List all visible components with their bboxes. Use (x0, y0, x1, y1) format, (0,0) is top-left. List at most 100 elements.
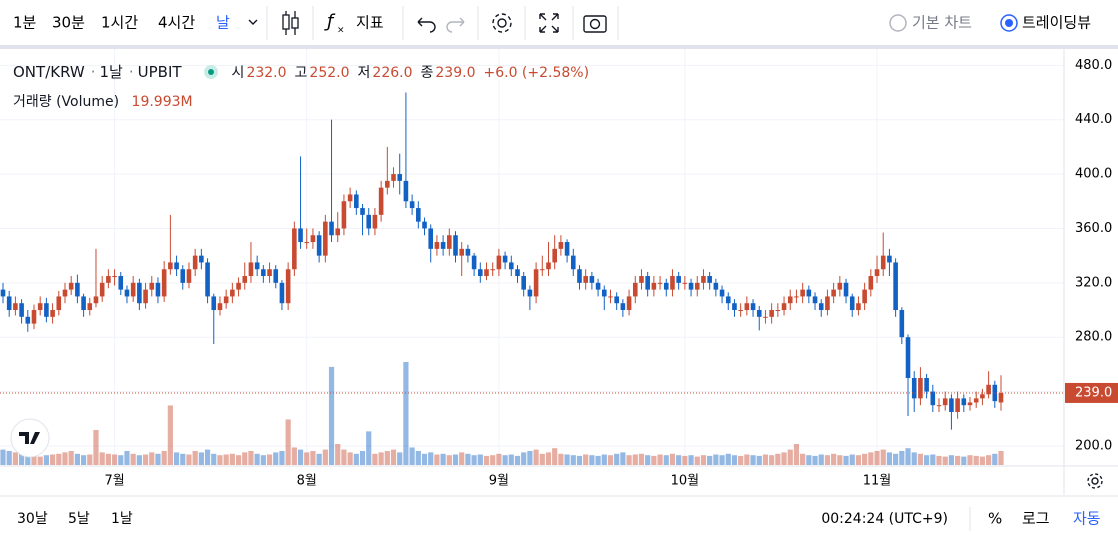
volume-bar (707, 455, 713, 465)
fullscreen-icon[interactable] (539, 13, 559, 33)
candle-body (570, 255, 576, 270)
volume-bar (533, 449, 539, 465)
interval-button[interactable]: 날 (216, 14, 230, 32)
candle-body (651, 282, 657, 290)
candle-body (279, 282, 285, 304)
volume-bar (285, 419, 291, 465)
volume-bar (936, 455, 942, 465)
volume-bar (880, 449, 886, 465)
candle-body (19, 303, 24, 317)
volume-bar (99, 452, 105, 465)
scale-option[interactable]: % (988, 510, 1002, 528)
volume-bar (490, 455, 496, 465)
settings-icon[interactable] (492, 13, 512, 33)
candle-body (515, 269, 520, 277)
candle-body (880, 255, 886, 270)
volume-name: 거래량 (Volume) (13, 94, 120, 110)
candle-body (130, 282, 136, 297)
interval: 1날 (99, 63, 123, 81)
candle-body (211, 296, 217, 311)
candle-body (50, 310, 55, 317)
radio-button[interactable] (1000, 14, 1018, 32)
volume-bar (211, 453, 217, 465)
interval-button[interactable]: 1분 (13, 14, 37, 32)
volume-bar (998, 450, 1004, 465)
volume-bar (663, 455, 669, 465)
volume-bar (161, 450, 167, 465)
candle-body (856, 303, 861, 311)
candle-body (843, 282, 849, 297)
interval-button[interactable]: 4시간 (158, 14, 195, 32)
candle-body (725, 296, 731, 304)
range-button[interactable]: 30날 (17, 511, 48, 527)
settings-icon[interactable] (497, 18, 507, 28)
volume-bar (961, 456, 967, 465)
candle-body (143, 289, 148, 304)
candle-body (174, 262, 179, 270)
range-button[interactable]: 5날 (68, 511, 90, 527)
candle-body (707, 276, 712, 283)
candle-body (887, 255, 892, 263)
candle-body (608, 296, 613, 298)
volume-bar (347, 452, 353, 465)
candle-body (639, 276, 644, 283)
y-tick-label: 320.0 (1075, 275, 1112, 290)
indicator-icon[interactable]: ƒ (324, 11, 336, 32)
tv-logo[interactable] (10, 418, 50, 458)
volume-bar (155, 453, 161, 465)
redo-icon[interactable] (446, 17, 465, 33)
x-tick-label: 9월 (489, 474, 509, 489)
candle-body (447, 235, 452, 249)
indicators-button[interactable]: 지표 (356, 14, 384, 32)
candle-style-icon[interactable] (282, 11, 299, 35)
candle-body (806, 289, 812, 297)
volume-bar (806, 455, 812, 465)
tv-logo (19, 432, 40, 444)
volume-bar (43, 455, 49, 465)
market-status[interactable] (203, 64, 218, 79)
volume-bar (124, 450, 130, 465)
axis-settings-icon[interactable] (1087, 473, 1103, 489)
undo-icon[interactable] (417, 17, 436, 33)
interval-button[interactable]: 1시간 (101, 14, 138, 32)
chart-style-option[interactable]: 기본 차트 (912, 14, 972, 32)
volume-bar (967, 455, 973, 465)
chart-style-option[interactable]: 트레이딩뷰 (1022, 14, 1091, 32)
volume-bar (366, 431, 372, 465)
candle-body (601, 289, 607, 297)
scale-option[interactable]: 자동 (1073, 510, 1101, 528)
candle-body (632, 282, 638, 297)
candle-body (391, 174, 396, 181)
candle-body (385, 180, 390, 188)
last-price-label: 239.0 (1075, 385, 1112, 400)
volume-bar (651, 455, 657, 465)
screenshot-icon[interactable] (583, 15, 607, 33)
volume-bar (793, 443, 800, 465)
candle-body (205, 262, 210, 297)
candle-body (527, 289, 533, 297)
volume-bar (0, 449, 6, 465)
candle-body (347, 194, 353, 202)
volume-bar (769, 455, 775, 465)
scale-option[interactable]: 로그 (1022, 510, 1050, 528)
volume-bar (217, 455, 223, 465)
candle-body (248, 262, 254, 277)
candle-body (577, 269, 582, 283)
indicator-icon[interactable]: × (337, 26, 345, 36)
interval-dropdown[interactable] (248, 19, 258, 25)
screenshot-icon[interactable] (589, 18, 601, 30)
candle-body (68, 282, 74, 290)
radio-button[interactable] (889, 14, 907, 32)
volume-bar (992, 453, 998, 465)
candle-body (428, 228, 434, 249)
toolbar: 1분 30분 1시간 4시간 날 ƒ × 지표 기본 차트 트레이딩뷰 (13, 6, 1091, 40)
candle-body (354, 194, 359, 209)
volume-bar (192, 450, 198, 465)
volume-bar (87, 454, 93, 465)
volume-bar (676, 455, 682, 465)
interval-button[interactable]: 30분 (52, 14, 85, 32)
candle-body (837, 282, 843, 290)
candle-body (459, 248, 465, 256)
symbol[interactable]: ONT/KRW (13, 62, 85, 81)
range-button[interactable]: 1날 (111, 511, 133, 527)
